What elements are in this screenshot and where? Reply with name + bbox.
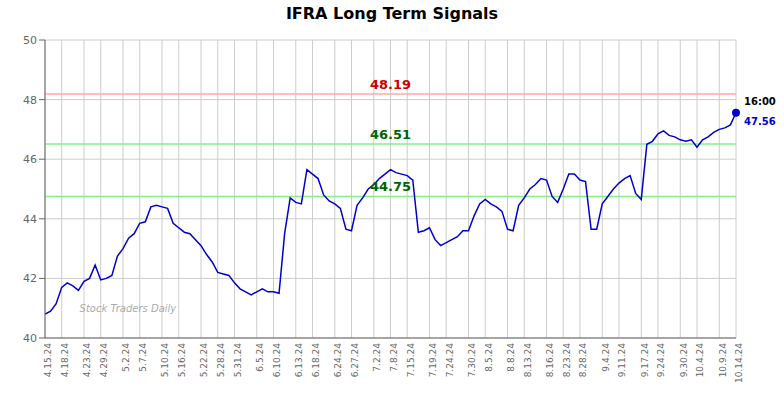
svg-text:50: 50	[23, 34, 37, 47]
svg-text:6.18.24: 6.18.24	[311, 343, 321, 378]
svg-text:7.19.24: 7.19.24	[428, 343, 438, 378]
svg-text:4.29.24: 4.29.24	[99, 343, 109, 378]
svg-text:5.2.24: 5.2.24	[121, 343, 131, 372]
svg-text:9.11.24: 9.11.24	[617, 343, 627, 378]
svg-text:42: 42	[23, 272, 37, 285]
svg-text:8.13.24: 8.13.24	[523, 343, 533, 378]
svg-text:7.30.24: 7.30.24	[467, 343, 477, 378]
svg-text:44.75: 44.75	[370, 179, 411, 194]
svg-text:7.2.24: 7.2.24	[372, 343, 382, 372]
svg-text:6.24.24: 6.24.24	[333, 343, 343, 378]
html-text:IFRA Long Term Signals: IFRA Long Term Signals	[285, 4, 499, 23]
svg-text:8.23.24: 8.23.24	[562, 343, 572, 378]
svg-text:10.14.24: 10.14.24	[734, 343, 744, 383]
svg-text:9.24.24: 9.24.24	[656, 343, 666, 378]
svg-text:8.5.24: 8.5.24	[484, 343, 494, 372]
svg-text:46.51: 46.51	[370, 127, 411, 142]
svg-text:5.22.24: 5.22.24	[199, 343, 209, 378]
svg-text:48.19: 48.19	[370, 77, 411, 92]
svg-text:8.28.24: 8.28.24	[578, 343, 588, 378]
svg-text:46: 46	[23, 153, 37, 166]
svg-text:6.13.24: 6.13.24	[294, 343, 304, 378]
svg-text:8.8.24: 8.8.24	[506, 343, 516, 372]
svg-text:5.16.24: 5.16.24	[177, 343, 187, 378]
svg-text:44: 44	[23, 213, 37, 226]
svg-text:7.15.24: 7.15.24	[406, 343, 416, 378]
svg-text:10.9.24: 10.9.24	[718, 343, 728, 378]
svg-text:4.15.24: 4.15.24	[43, 343, 53, 378]
svg-text:9.4.24: 9.4.24	[601, 343, 611, 372]
svg-text:10.4.24: 10.4.24	[695, 343, 705, 378]
svg-text:5.28.24: 5.28.24	[216, 343, 226, 378]
svg-text:6.27.24: 6.27.24	[350, 343, 360, 378]
svg-text:4.18.24: 4.18.24	[60, 343, 70, 378]
svg-text:8.16.24: 8.16.24	[545, 343, 555, 378]
svg-text:40: 40	[23, 332, 37, 345]
svg-text:5.10.24: 5.10.24	[160, 343, 170, 378]
svg-text:9.17.24: 9.17.24	[640, 343, 650, 378]
svg-text:7.24.24: 7.24.24	[445, 343, 455, 378]
svg-text:9.30.24: 9.30.24	[679, 343, 689, 378]
svg-text:5.31.24: 5.31.24	[233, 343, 243, 378]
svg-text:48: 48	[23, 94, 37, 107]
svg-text:5.7.24: 5.7.24	[138, 343, 148, 372]
svg-text:6.5.24: 6.5.24	[255, 343, 265, 372]
html-text:Stock Traders Daily: Stock Traders Daily	[79, 303, 177, 315]
svg-text:4.23.24: 4.23.24	[82, 343, 92, 378]
svg-text:47.56: 47.56	[744, 116, 776, 127]
svg-text:7.8.24: 7.8.24	[389, 343, 399, 372]
svg-text:16:00: 16:00	[744, 96, 776, 107]
svg-text:6.10.24: 6.10.24	[272, 343, 282, 378]
